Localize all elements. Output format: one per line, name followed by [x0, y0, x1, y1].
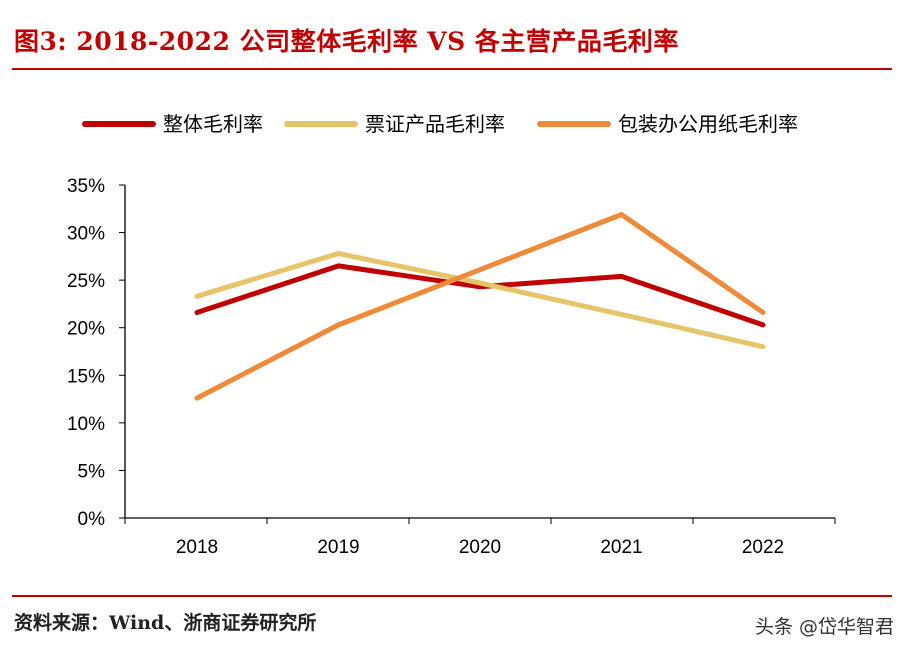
footer-divider — [12, 595, 892, 597]
y-tick-label: 20% — [67, 319, 105, 340]
x-tick-label: 2020 — [459, 537, 501, 558]
y-tick-label: 15% — [67, 366, 105, 387]
x-tick-label: 2018 — [176, 537, 218, 558]
x-tick-label: 2021 — [600, 537, 642, 558]
source-note: 资料来源：Wind、浙商证券研究所 — [14, 612, 317, 634]
legend-label: 包装办公用纸毛利率 — [618, 112, 798, 136]
legend-label: 整体毛利率 — [163, 112, 263, 136]
chart-title: 图3: 2018-2022 公司整体毛利率 VS 各主营产品毛利率 — [14, 27, 679, 56]
y-tick-label: 35% — [67, 176, 105, 197]
title-divider — [12, 68, 892, 70]
series-line-2 — [194, 211, 766, 401]
y-tick-label: 5% — [78, 461, 106, 482]
y-tick-label: 25% — [67, 271, 105, 292]
x-tick-label: 2019 — [317, 537, 359, 558]
y-tick-label: 10% — [67, 414, 105, 435]
watermark: 头条 @岱华智君 — [754, 616, 894, 638]
legend-label: 票证产品毛利率 — [365, 112, 505, 136]
y-tick-label: 30% — [67, 224, 105, 245]
x-tick-label: 2022 — [742, 537, 784, 558]
y-tick-label: 0% — [78, 509, 106, 530]
series-line-0 — [194, 263, 766, 328]
